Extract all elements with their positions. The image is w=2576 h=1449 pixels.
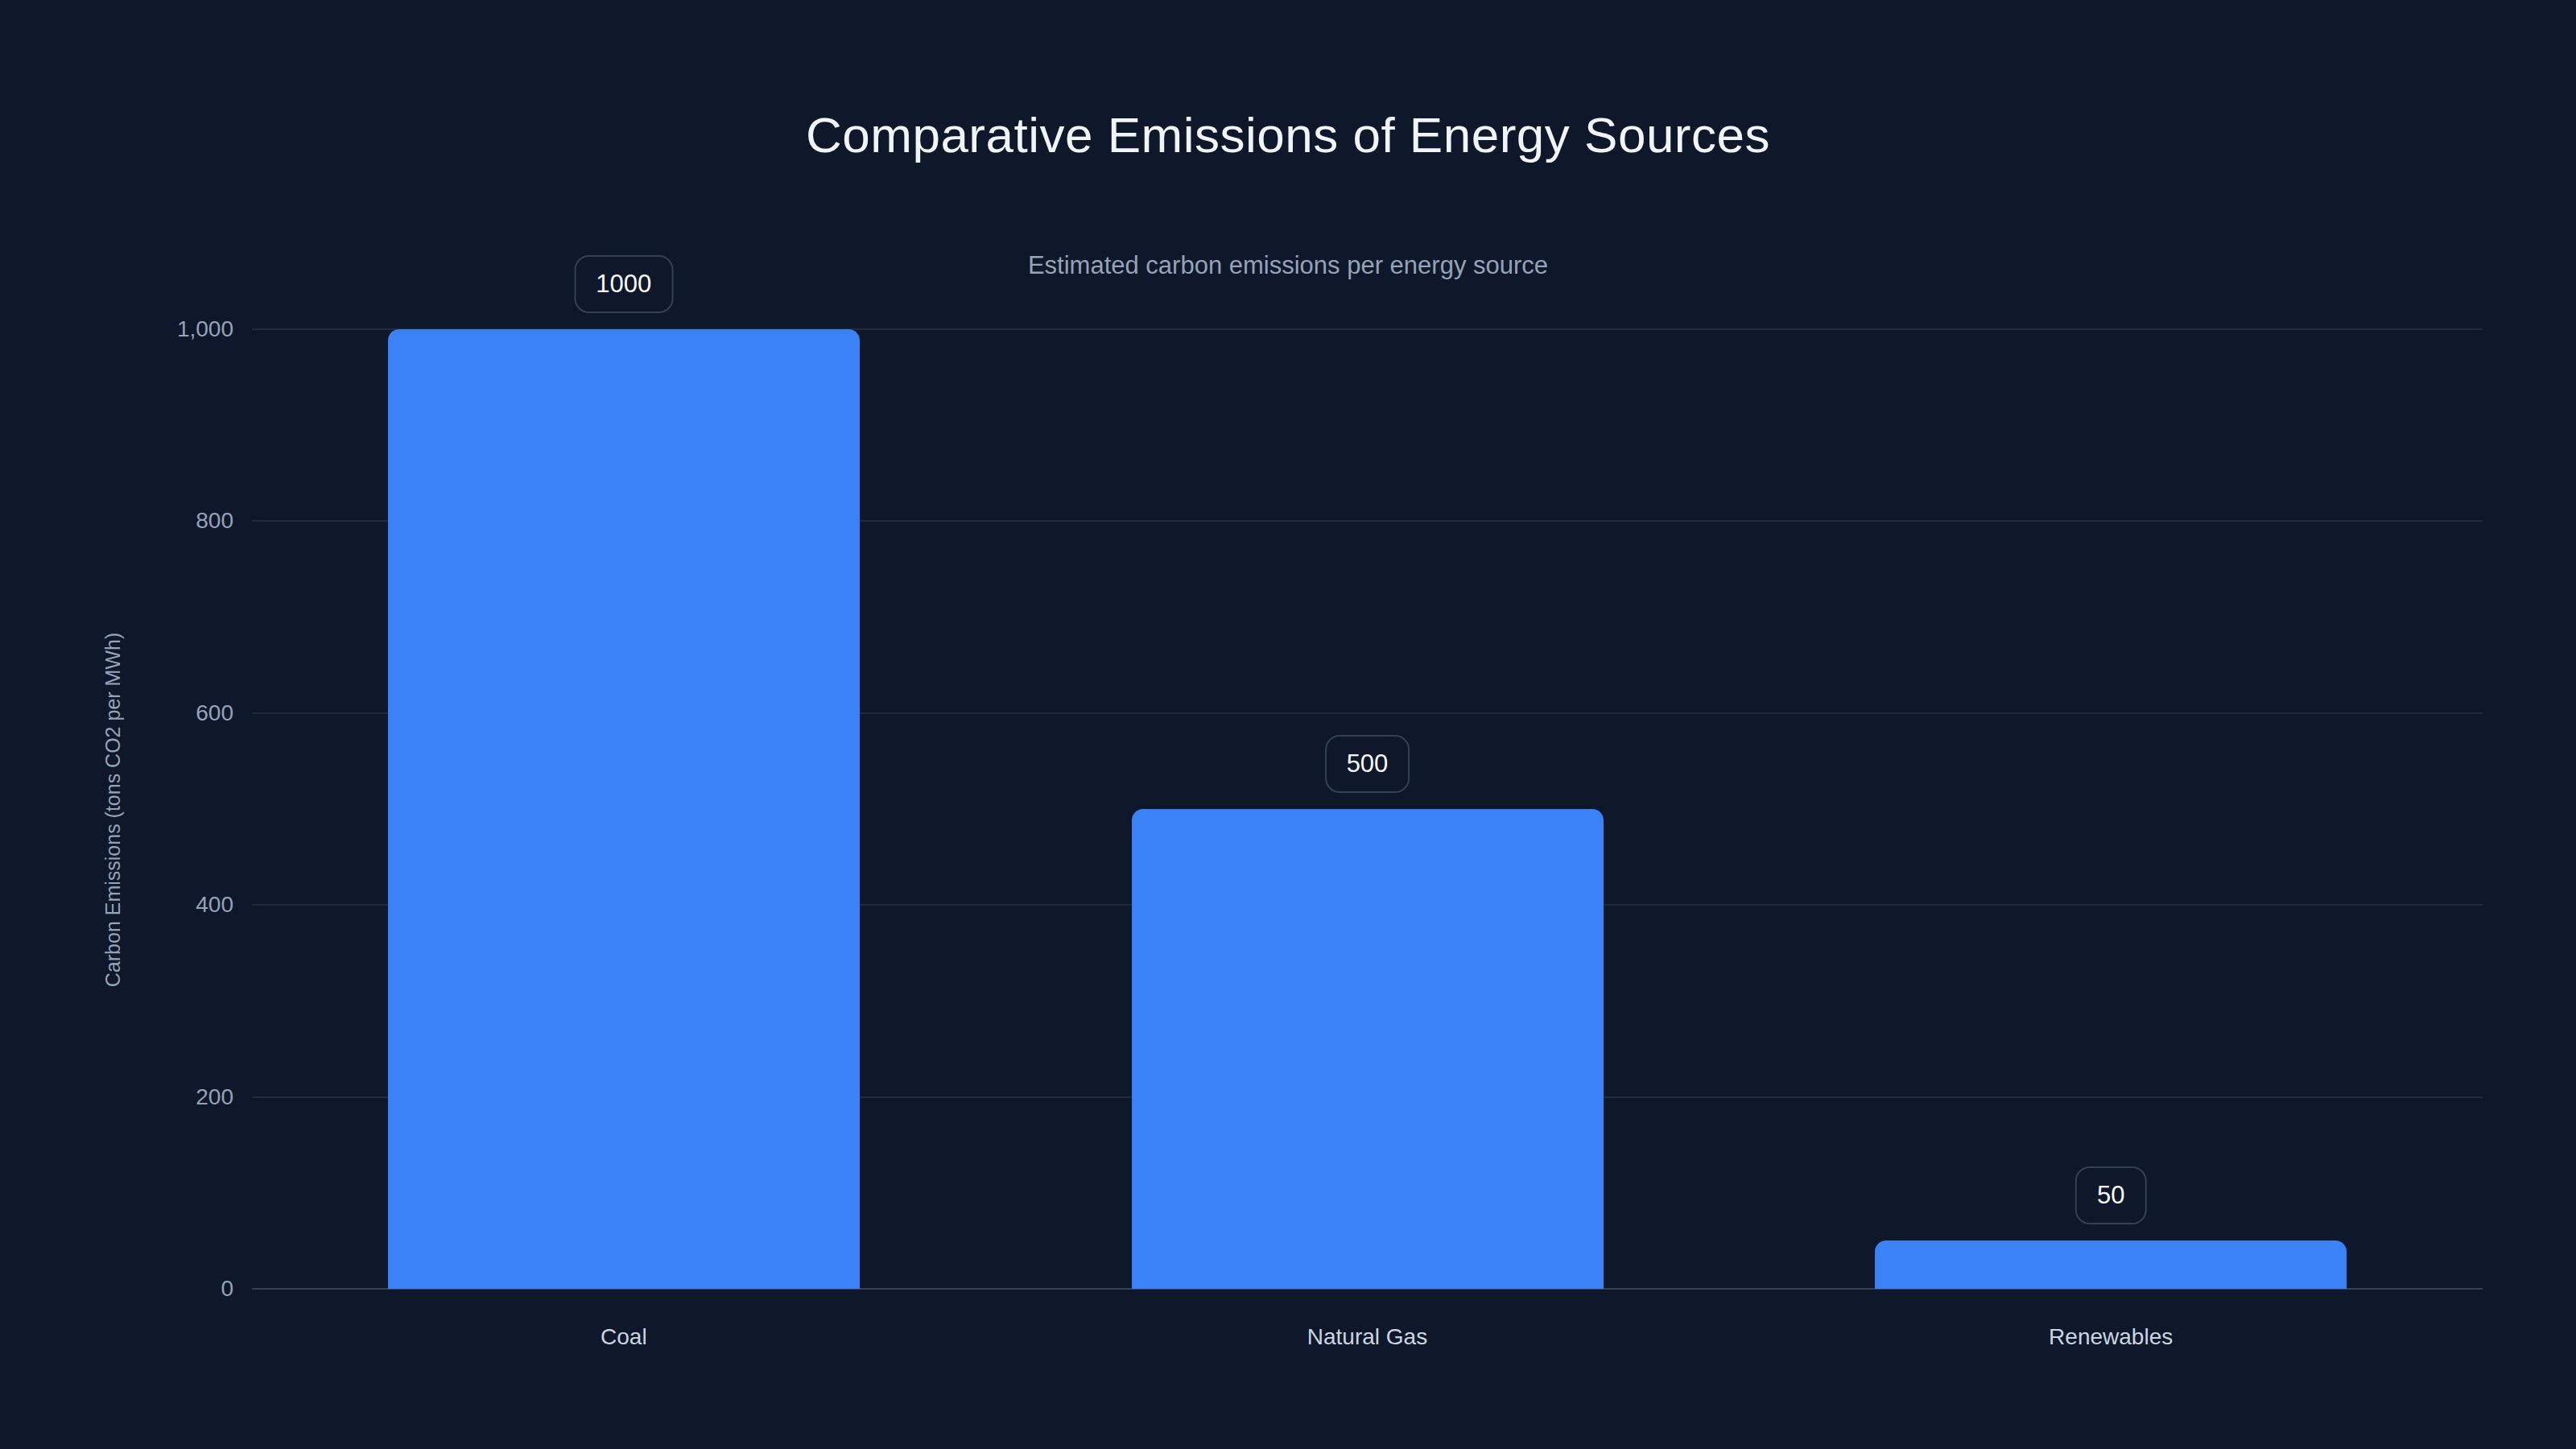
x-axis-label-coal: Coal [601, 1324, 647, 1350]
y-tick-label-200: 200 [56, 1084, 233, 1110]
y-tick-label-800: 800 [56, 508, 233, 534]
bar-value-badge-coal: 1000 [574, 255, 673, 313]
bar-renewables[interactable] [1875, 1241, 2347, 1289]
y-tick-label-400: 400 [56, 892, 233, 918]
x-axis-label-natural-gas: Natural Gas [1307, 1324, 1427, 1350]
chart-subtitle: Estimated carbon emissions per energy so… [0, 251, 2576, 280]
bar-value-badge-natural-gas: 500 [1325, 735, 1410, 793]
x-axis-label-renewables: Renewables [2049, 1324, 2173, 1350]
chart-canvas: Comparative Emissions of Energy Sources … [0, 0, 2576, 1449]
y-tick-label-0: 0 [56, 1276, 233, 1302]
y-tick-label-1000: 1,000 [56, 316, 233, 342]
y-axis-title: Carbon Emissions (tons CO2 per MWh) [101, 633, 125, 987]
chart-title: Comparative Emissions of Energy Sources [0, 106, 2576, 163]
bar-coal[interactable] [388, 329, 860, 1289]
bar-natural-gas[interactable] [1132, 809, 1604, 1289]
plot-area: 02004006008001,0001000Coal500Natural Gas… [252, 329, 2483, 1289]
y-tick-label-600: 600 [56, 700, 233, 726]
bar-value-badge-renewables: 50 [2075, 1166, 2146, 1224]
